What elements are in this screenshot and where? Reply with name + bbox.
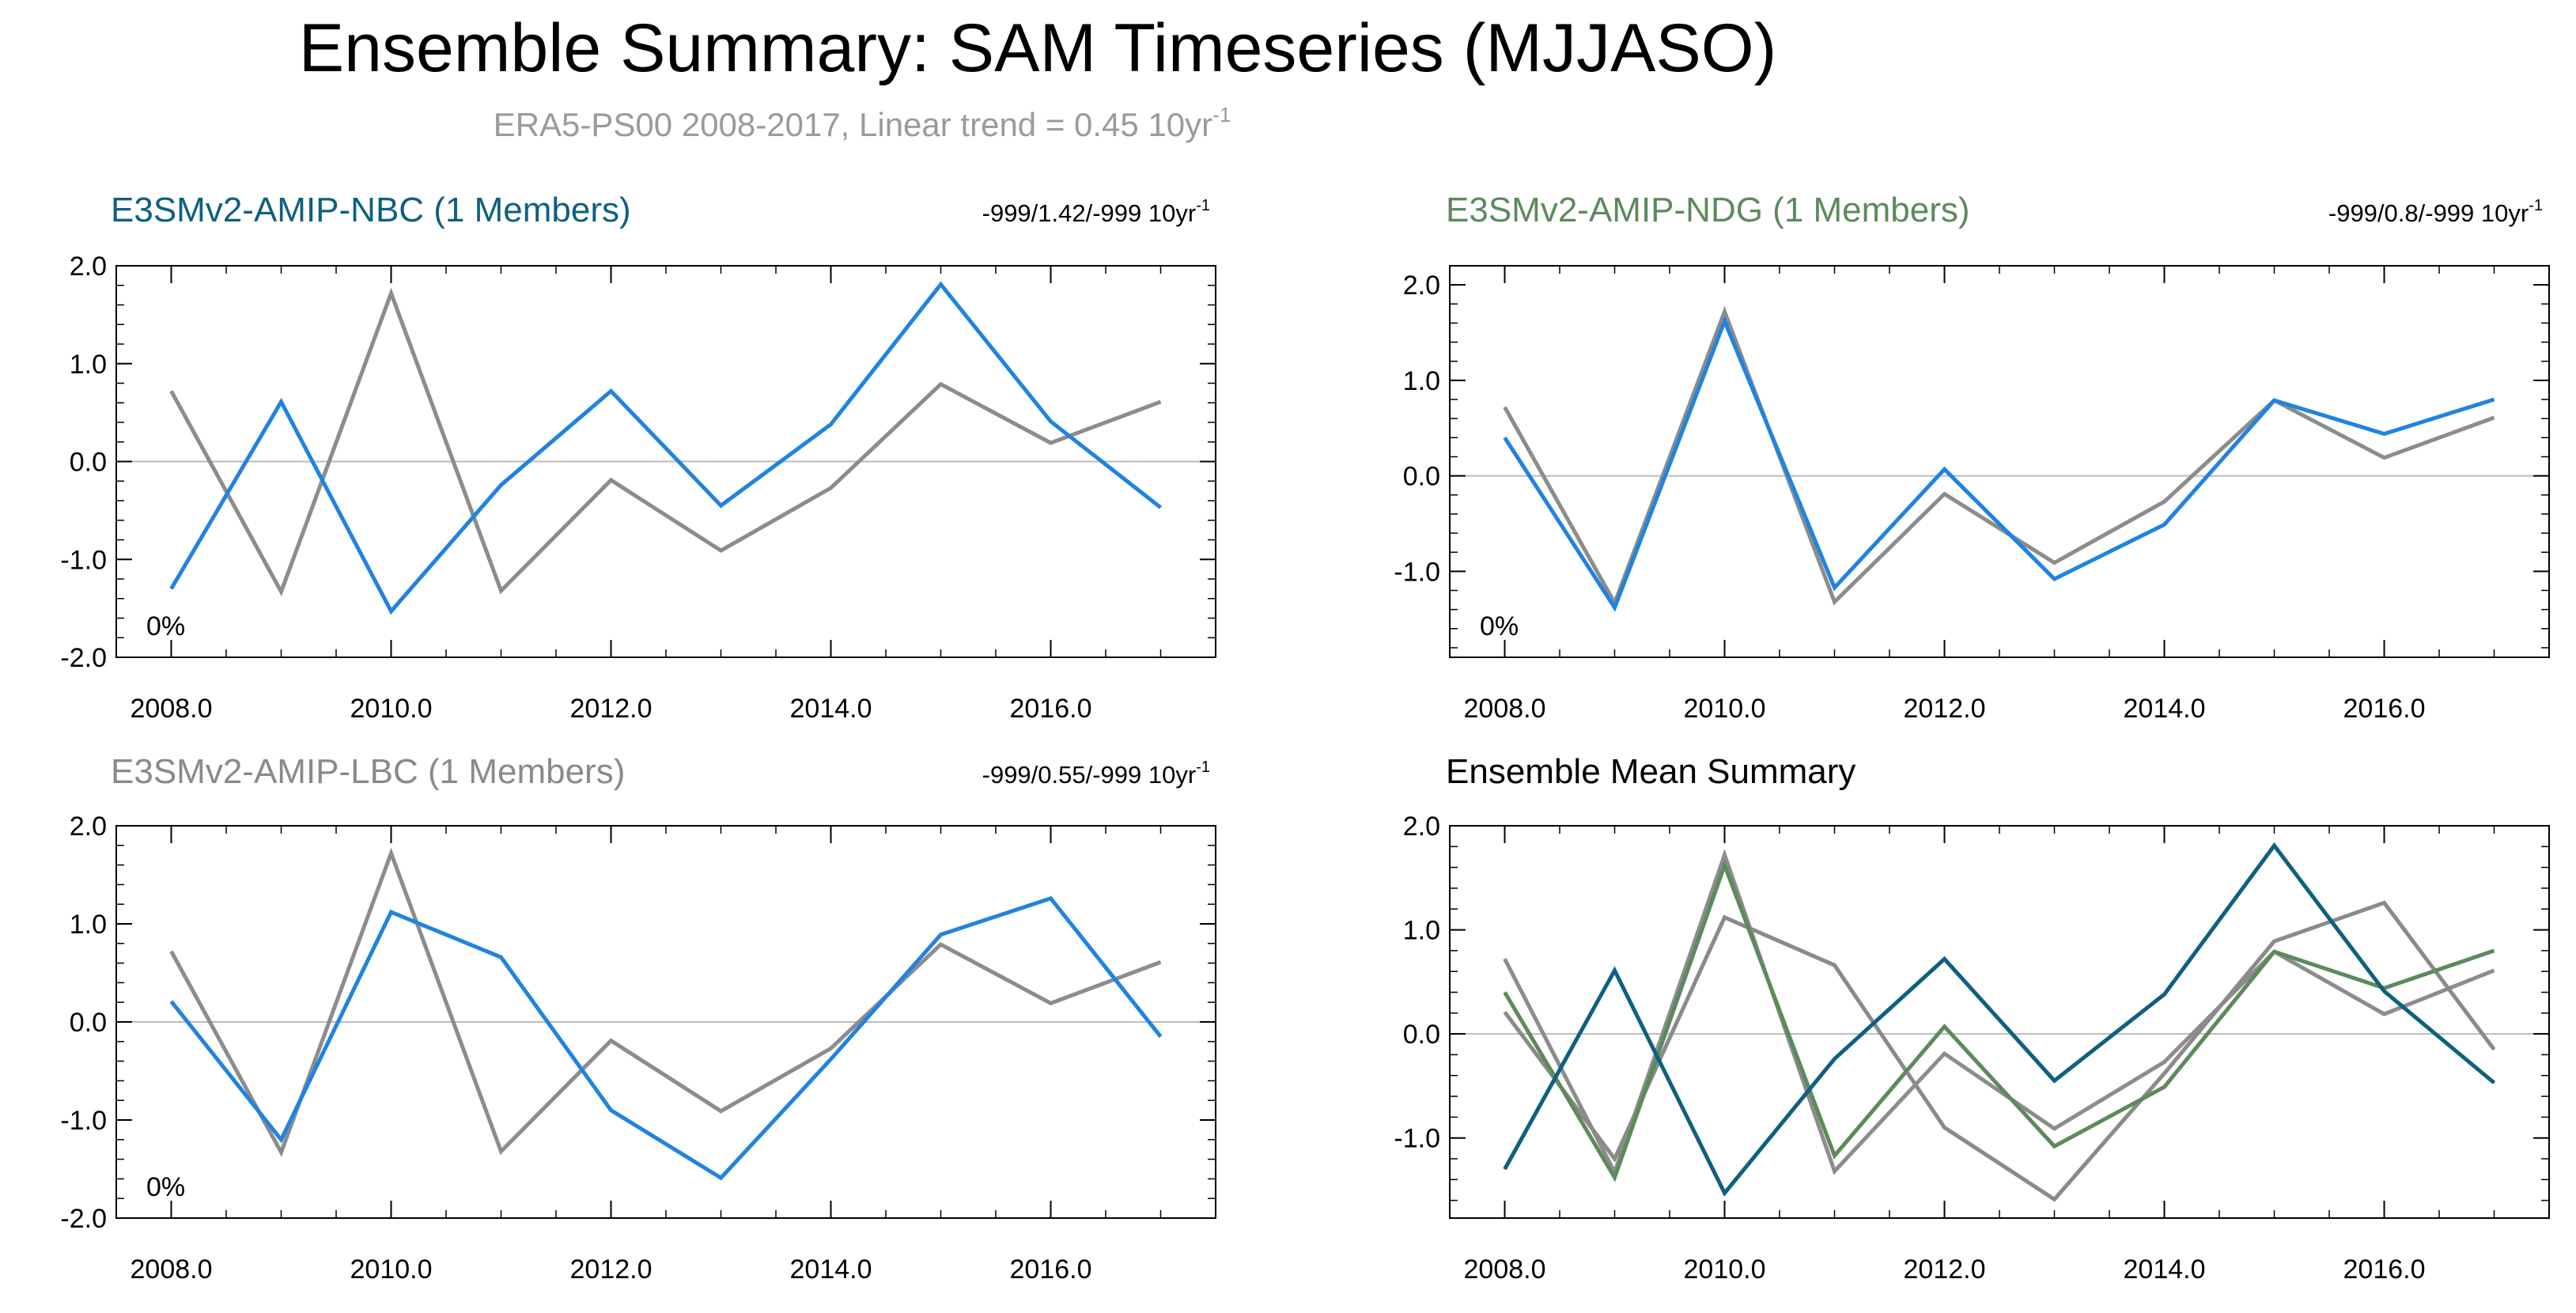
panel-trend-label: -999/1.42/-999 10yr-1 — [982, 197, 1210, 227]
trend-text: -999/1.42/-999 10yr — [982, 199, 1197, 227]
x-tick-label: 2016.0 — [2343, 694, 2426, 724]
axis-ticks — [1449, 265, 2550, 657]
series-line-1 — [1503, 305, 2495, 608]
series-points-4 — [1504, 845, 2495, 1194]
series-line-2 — [1503, 316, 2495, 612]
y-tick-label: 0.0 — [70, 1008, 107, 1038]
x-tick-label: 2014.0 — [790, 694, 872, 724]
series-line-4 — [1503, 842, 2496, 1197]
axis-ticks — [115, 265, 1216, 658]
y-tick-label: 1.0 — [70, 910, 107, 940]
panel-title: E3SMv2-AMIP-LBC (1 Members) — [111, 752, 625, 791]
y-tick-label: 0.0 — [1403, 1020, 1440, 1050]
y-tick-label: 0.0 — [70, 448, 107, 478]
y-tick-label: 2.0 — [1403, 271, 1440, 301]
trend-sup: -1 — [2529, 197, 2543, 214]
trend-sup: -1 — [1196, 759, 1210, 776]
trend-sup: -1 — [1196, 197, 1210, 214]
series-points-1 — [171, 293, 1161, 592]
x-tick-label: 2012.0 — [1904, 694, 1986, 724]
series-points-1 — [171, 853, 1161, 1152]
subtitle-sup: -1 — [1212, 103, 1231, 127]
series-line-2 — [1503, 900, 2496, 1202]
x-tick-label: 2010.0 — [350, 694, 433, 724]
panel-title: E3SMv2-AMIP-NBC (1 Members) — [111, 191, 631, 229]
x-tick-label: 2010.0 — [1684, 694, 1766, 724]
series-line-3 — [1503, 859, 2495, 1182]
axis-ticks — [1449, 825, 2550, 1218]
x-tick-label: 2016.0 — [2343, 1254, 2426, 1285]
panel-annotation: 0% — [146, 1172, 185, 1202]
y-tick-label: -1.0 — [1394, 1124, 1440, 1154]
panel-1: E3SMv2-AMIP-NBC (1 Members) -999/1.42/-99… — [60, 191, 1216, 724]
series-points-2 — [171, 898, 1161, 1179]
x-tick-label: 2008.0 — [1464, 694, 1546, 724]
x-tick-label: 2012.0 — [570, 1254, 653, 1285]
y-tick-label: -1.0 — [60, 1106, 107, 1136]
x-tick-label: 2012.0 — [570, 694, 653, 724]
y-tick-label: 0.0 — [1403, 462, 1440, 492]
panel-3: E3SMv2-AMIP-LBC (1 Members) -999/0.55/-99… — [60, 752, 1216, 1285]
y-tick-label: 2.0 — [70, 252, 107, 282]
x-tick-label: 2008.0 — [1464, 1254, 1546, 1285]
series-line-1 — [1503, 849, 2495, 1178]
x-tick-label: 2010.0 — [350, 1254, 433, 1285]
panel-title: Ensemble Mean Summary — [1446, 752, 1855, 791]
x-tick-label: 2008.0 — [131, 694, 213, 724]
x-tick-label: 2012.0 — [1904, 1254, 1986, 1285]
series-points-1 — [1504, 854, 2495, 1173]
y-tick-label: 2.0 — [70, 812, 107, 842]
y-tick-label: -2.0 — [60, 643, 107, 673]
y-tick-label: -1.0 — [60, 545, 107, 575]
series-points-2 — [1504, 320, 2495, 608]
panels: E3SMv2-AMIP-NBC (1 Members) -999/1.42/-99… — [60, 191, 2550, 1285]
panel-annotation: 0% — [1480, 611, 1519, 641]
figure-title: Ensemble Summary: SAM Timeseries (MJJASO… — [299, 10, 1776, 86]
y-tick-label: 1.0 — [1403, 366, 1440, 396]
x-tick-label: 2008.0 — [131, 1254, 213, 1285]
panel-trend-label: -999/0.8/-999 10yr-1 — [2328, 197, 2543, 227]
x-tick-label: 2014.0 — [790, 1254, 872, 1285]
figure-subtitle: ERA5-PS00 2008-2017, Linear trend = 0.45… — [494, 103, 1231, 143]
series-line-2 — [169, 281, 1163, 615]
y-tick-label: 1.0 — [1403, 916, 1440, 946]
subtitle-text: ERA5-PS00 2008-2017, Linear trend = 0.45… — [494, 106, 1212, 143]
x-tick-label: 2016.0 — [1010, 1254, 1092, 1285]
axis-ticks — [115, 825, 1216, 1219]
y-tick-label: -1.0 — [1394, 557, 1440, 587]
series-line-1 — [169, 287, 1162, 597]
trend-text: -999/0.55/-999 10yr — [982, 761, 1197, 789]
x-tick-label: 2016.0 — [1010, 694, 1092, 724]
x-tick-label: 2014.0 — [2124, 694, 2206, 724]
series-line-1 — [169, 847, 1162, 1157]
panel-title: E3SMv2-AMIP-NDG (1 Members) — [1446, 191, 1970, 229]
panel-trend-label: -999/0.55/-999 10yr-1 — [982, 759, 1210, 789]
series-line-2 — [169, 895, 1163, 1181]
y-tick-label: 1.0 — [70, 350, 107, 380]
trend-text: -999/0.8/-999 10yr — [2328, 199, 2529, 227]
series-points-2 — [171, 284, 1161, 611]
y-tick-label: -2.0 — [60, 1204, 107, 1234]
x-tick-label: 2014.0 — [2124, 1254, 2206, 1285]
series-points-2 — [1504, 902, 2495, 1200]
panel-4: Ensemble Mean Summary -1.0 0.0 1.0 2.0 2008.0… — [1394, 752, 2550, 1285]
series-points-1 — [1504, 311, 2495, 604]
panel-2: E3SMv2-AMIP-NDG (1 Members) -999/0.8/-999… — [1394, 191, 2550, 724]
x-tick-label: 2010.0 — [1684, 1254, 1766, 1285]
panel-annotation: 0% — [146, 611, 185, 641]
y-tick-label: 2.0 — [1403, 812, 1440, 842]
